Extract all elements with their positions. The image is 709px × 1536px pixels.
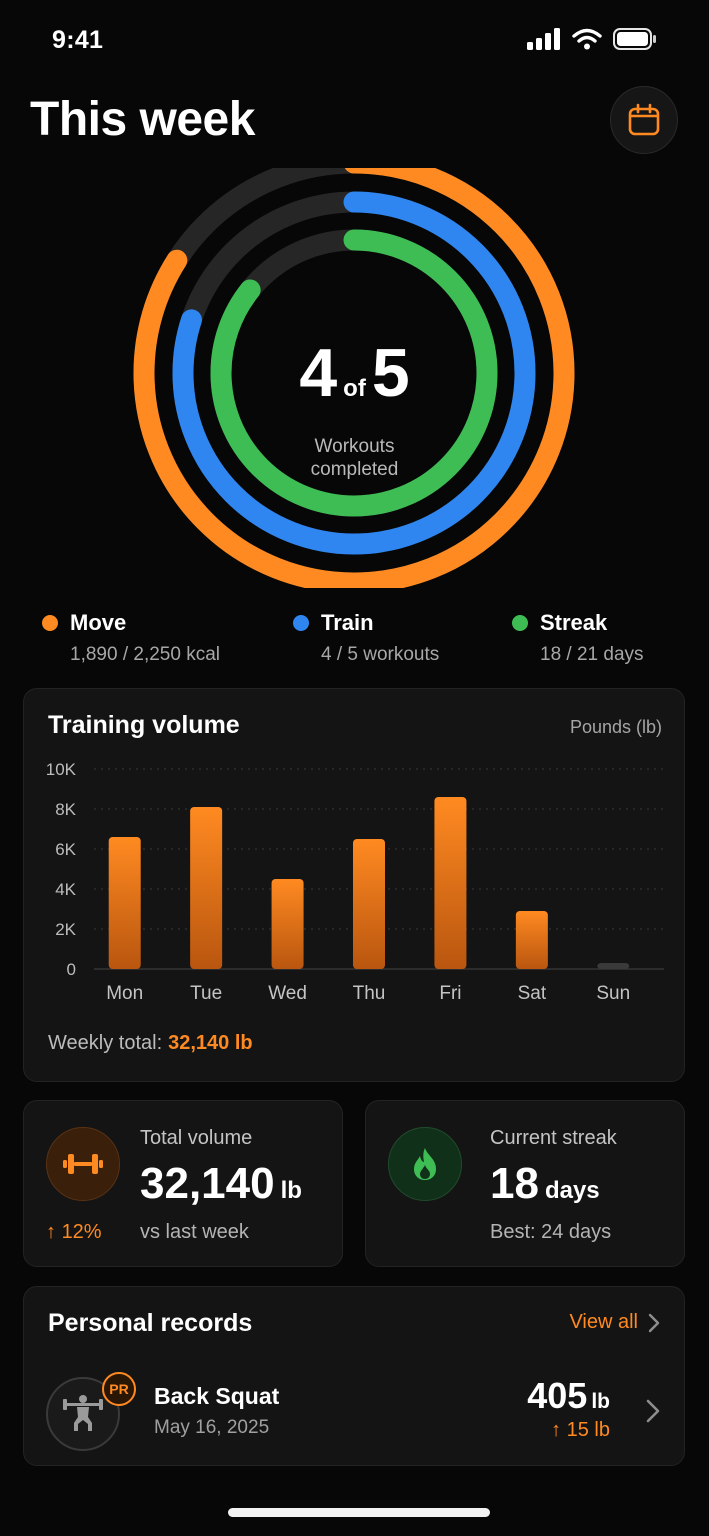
weekly-total-value: 32,140 lb (168, 1032, 253, 1054)
y-tick-label: 2K (55, 920, 76, 939)
squat-icon (63, 1395, 103, 1431)
total-volume-card[interactable]: Total volume 32,140 lb ↑ 12% vs last week (23, 1100, 343, 1267)
y-tick-label: 10K (46, 760, 77, 779)
best-streak: Best: 24 days (490, 1221, 612, 1243)
legend-train: Train 4 / 5 workouts (293, 610, 439, 666)
training-volume-title: Training volume (48, 711, 240, 739)
total-volume-label: Total volume (140, 1127, 253, 1149)
x-tick-label: Sun (596, 983, 630, 1004)
move-dot (42, 615, 58, 631)
personal-records-card: Personal records View all PR Back Squat … (23, 1286, 685, 1466)
bar-sun[interactable] (597, 963, 630, 969)
dumbbell-icon-circle (46, 1127, 120, 1201)
calendar-button[interactable] (610, 86, 678, 154)
current-streak-value-row: 18 days (490, 1159, 600, 1209)
total-volume-delta: ↑ 12% (46, 1221, 102, 1244)
workouts-label-line2: completed (310, 459, 399, 480)
legend-streak-name: Streak (540, 610, 608, 635)
current-streak-unit: days (544, 1177, 600, 1204)
bar-wed[interactable] (271, 879, 304, 969)
chevron-right-icon (648, 1313, 660, 1332)
legend-move-name: Move (70, 610, 127, 635)
total-volume-delta-note: vs last week (140, 1221, 249, 1243)
record-value: 405 (527, 1375, 588, 1416)
total-volume-unit: lb (280, 1177, 302, 1204)
record-delta: ↑ 15 lb (551, 1419, 610, 1442)
total-volume-value: 32,140 (140, 1159, 275, 1208)
x-tick-label: Fri (439, 983, 461, 1004)
streak-dot (512, 615, 528, 631)
legend-train-name: Train (321, 610, 374, 635)
current-streak-card[interactable]: Current streak 18 days Best: 24 days (365, 1100, 685, 1267)
legend-train-value: 4 / 5 workouts (321, 644, 440, 665)
current-streak-label: Current streak (490, 1127, 617, 1149)
total-volume-delta-value: 12% (61, 1221, 102, 1243)
page-title: This week (30, 93, 255, 146)
bar-sat[interactable] (515, 911, 548, 969)
legend-move: Move 1,890 / 2,250 kcal (42, 610, 220, 666)
current-streak-value: 18 (490, 1159, 539, 1208)
ring-streak (210, 229, 498, 517)
arrow-up-icon: ↑ (46, 1221, 56, 1243)
status-bar: 9:41 (0, 0, 709, 80)
bar-thu[interactable] (353, 839, 385, 969)
view-all-link[interactable]: View all (569, 1311, 660, 1334)
record-name: Back Squat (154, 1383, 280, 1409)
status-time: 9:41 (52, 26, 104, 54)
y-tick-label: 8K (55, 800, 76, 819)
calendar-icon (628, 103, 660, 136)
weekly-total: Weekly total: 32,140 lb (48, 1032, 253, 1055)
legend-move-value: 1,890 / 2,250 kcal (70, 644, 220, 665)
flame-icon-circle (388, 1127, 462, 1201)
total-volume-value-row: 32,140 lb (140, 1159, 302, 1209)
bar-tue[interactable] (190, 807, 223, 969)
workouts-of: of (343, 375, 366, 402)
chevron-right-icon (646, 1399, 660, 1423)
flame-icon (414, 1148, 436, 1180)
home-indicator[interactable] (228, 1508, 490, 1517)
arrow-up-icon: ↑ (551, 1419, 562, 1441)
workouts-total: 5 (371, 335, 410, 411)
training-volume-chart: 0 2K 4K 6K 8K 10K Mon Tue Wed Thu Fri Sat Sun (46, 760, 664, 1004)
personal-records-title: Personal records (48, 1309, 253, 1337)
legend-streak: Streak 18 / 21 days (512, 610, 644, 666)
y-tick-label: 6K (55, 840, 76, 859)
x-tick-label: Tue (190, 983, 222, 1004)
battery-icon (613, 28, 656, 50)
activity-rings (133, 168, 575, 588)
ring-move (133, 168, 575, 588)
record-row-back-squat[interactable]: PR Back Squat May 16, 2025 405 lb ↑ 15 lb (24, 1372, 684, 1453)
pr-badge: PR (102, 1372, 136, 1406)
weekly-total-label: Weekly total: (48, 1032, 163, 1054)
signal-icon (527, 28, 560, 50)
training-volume-card[interactable]: Training volume Pounds (lb) 0 2K 4K 6K 8K 10K… (23, 688, 685, 1082)
x-tick-label: Wed (268, 983, 307, 1004)
training-volume-unit: Pounds (lb) (569, 717, 662, 737)
x-tick-label: Mon (106, 983, 143, 1004)
y-tick-label: 4K (55, 880, 76, 899)
record-date: May 16, 2025 (154, 1417, 270, 1438)
status-icons (527, 28, 657, 50)
ring-train (172, 191, 536, 555)
record-delta-value: 15 lb (566, 1419, 610, 1441)
rings-summary: 4 of5 Workouts completed (0, 335, 709, 481)
dumbbell-icon (63, 1154, 103, 1174)
x-tick-label: Sat (518, 983, 547, 1004)
x-tick-label: Thu (353, 983, 386, 1004)
train-dot (293, 615, 309, 631)
workouts-label-line1: Workouts (314, 436, 395, 457)
view-all-label: View all (569, 1311, 638, 1333)
record-value-row: 405 lb (527, 1375, 610, 1417)
workouts-done: 4 (299, 335, 338, 411)
wifi-icon (572, 28, 602, 50)
legend-streak-value: 18 / 21 days (540, 644, 644, 665)
y-tick-label: 0 (67, 960, 76, 979)
bar-mon[interactable] (108, 837, 141, 969)
bar-fri[interactable] (434, 797, 467, 969)
workouts-count: 4 of5 (0, 335, 709, 427)
record-unit: lb (591, 1390, 610, 1413)
workouts-label: Workouts completed (0, 435, 709, 481)
